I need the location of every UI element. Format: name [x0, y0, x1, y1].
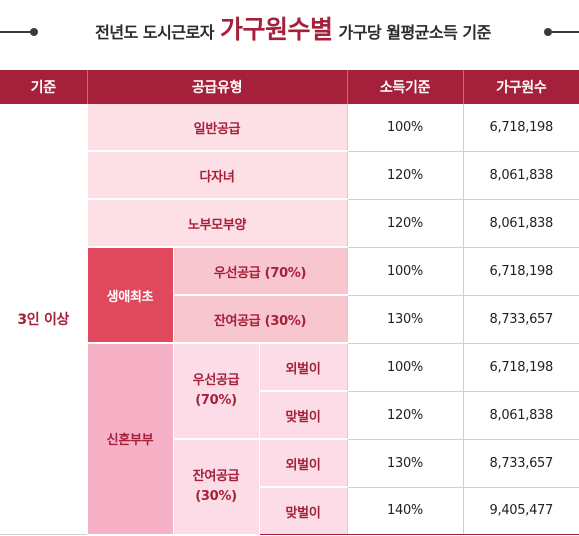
header-household-size: 가구원수 [462, 70, 579, 104]
title-right-line [552, 31, 579, 33]
table-row: 잔여공급 (30%) 130% 8,733,657 [0, 295, 579, 344]
newlywed-remaining-line1: 잔여공급 [192, 468, 240, 484]
newlywed-label: 신혼부부 [86, 343, 173, 536]
table-row: 잔여공급 (30%) 외벌이 130% 8,733,657 [0, 439, 579, 536]
newlywed-priority-dual-income: 120% [346, 391, 463, 440]
newlywed-priority-single-income: 100% [346, 343, 463, 392]
newlywed-remaining-dual-label: 맞벌이 [258, 487, 347, 535]
first-life-remaining-income: 130% [346, 295, 463, 344]
header-income-criteria: 소득기준 [346, 70, 463, 104]
title-text: 전년도 도시근로자 가구원수별 가구당 월평균소득 기준 [40, 10, 546, 54]
newlywed-priority-dual-amount: 8,061,838 [462, 391, 579, 440]
elderly-label: 노부모부양 [86, 199, 347, 248]
elderly-amount: 8,061,838 [462, 199, 579, 248]
elderly-income: 120% [346, 199, 463, 248]
multichild-income: 120% [346, 151, 463, 200]
newlywed-remaining-single-amount: 8,733,657 [462, 439, 579, 488]
title-suffix: 가구당 월평균소득 기준 [338, 23, 492, 42]
table-header-row: 기준 공급유형 소득기준 가구원수 [0, 70, 579, 104]
title-highlight: 가구원수별 [219, 15, 333, 44]
newlywed-priority-line2: (70%) [195, 393, 237, 408]
newlywed-priority-line1: 우선공급 [192, 373, 240, 388]
general-amount: 6,718,198 [462, 104, 579, 152]
newlywed-remaining-single-label: 외벌이 [258, 439, 347, 488]
table-row: 3인 이상 일반공급 100% 6,718,198 [0, 104, 579, 535]
table-row: 다자녀 120% 8,061,838 [0, 151, 579, 200]
page-title: 전년도 도시근로자 가구원수별 가구당 월평균소득 기준 [0, 0, 579, 62]
table-row: 맞벌이 120% 8,061,838 [0, 391, 579, 440]
first-life-priority-label: 우선공급 (70%) [172, 247, 347, 296]
table-row: 신혼부부 우선공급 (70%) 외벌이 100% 6,718,198 [0, 343, 579, 536]
newlywed-priority-single-amount: 6,718,198 [462, 343, 579, 392]
title-left-dot-icon [30, 28, 38, 36]
title-prefix: 전년도 도시근로자 [95, 23, 214, 42]
multichild-label: 다자녀 [86, 151, 347, 200]
title-right-dot-icon [544, 28, 552, 36]
multichild-amount: 8,061,838 [462, 151, 579, 200]
header-criteria: 기준 [0, 70, 87, 104]
income-criteria-table: 기준 공급유형 소득기준 가구원수 3인 이상 일반공급 100% 6,718,… [0, 70, 579, 536]
newlywed-priority-label: 우선공급 (70%) [172, 343, 259, 440]
newlywed-priority-single-label: 외벌이 [258, 343, 347, 392]
first-life-priority-income: 100% [346, 247, 463, 296]
first-life-priority-amount: 6,718,198 [462, 247, 579, 296]
general-supply-label: 일반공급 [86, 104, 347, 152]
newlywed-remaining-dual-income: 140% [346, 487, 463, 535]
newlywed-remaining-label: 잔여공급 (30%) [172, 439, 259, 536]
first-life-remaining-amount: 8,733,657 [462, 295, 579, 344]
newlywed-priority-dual-label: 맞벌이 [258, 391, 347, 440]
first-life-remaining-label: 잔여공급 (30%) [172, 295, 347, 344]
newlywed-remaining-line2: (30%) [195, 488, 237, 504]
group-label: 3인 이상 [0, 104, 87, 535]
first-life-label: 생애최초 [86, 247, 173, 344]
newlywed-remaining-single-income: 130% [346, 439, 463, 488]
table-row: 노부모부양 120% 8,061,838 [0, 199, 579, 248]
general-income: 100% [346, 104, 463, 152]
header-supply-type: 공급유형 [86, 70, 347, 104]
table-row: 생애최초 우선공급 (70%) 100% 6,718,198 [0, 247, 579, 344]
newlywed-remaining-dual-amount: 9,405,477 [462, 487, 579, 535]
title-left-line [0, 31, 32, 33]
